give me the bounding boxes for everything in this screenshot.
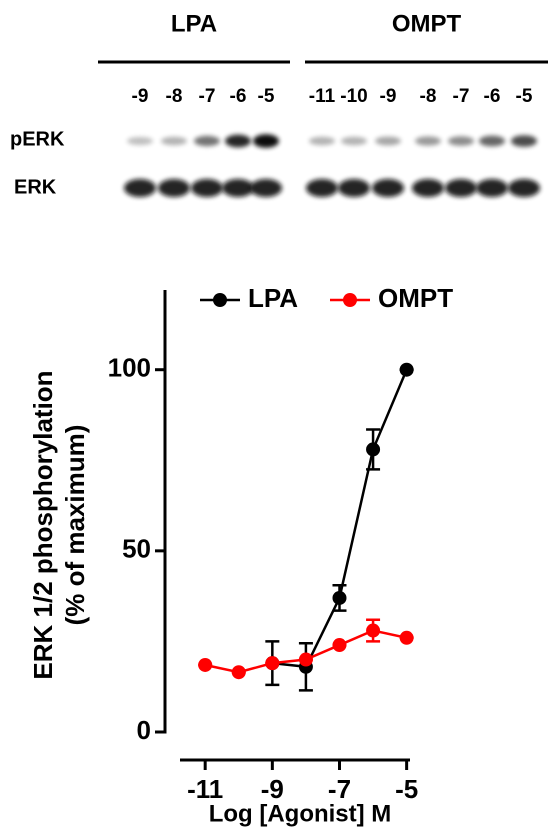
- y-axis-label: ERK 1/2 phosphorylation: [28, 370, 58, 679]
- ERK-band: [191, 179, 223, 197]
- legend-label: LPA: [248, 283, 298, 313]
- x-tick-label: -9: [261, 774, 284, 804]
- data-point: [332, 638, 347, 653]
- data-point: [399, 362, 414, 377]
- lane-label: -9: [380, 86, 397, 107]
- data-point: [265, 656, 280, 671]
- pERK-band: [479, 135, 505, 147]
- data-point: [198, 657, 213, 672]
- data-point: [298, 652, 313, 667]
- ERK-band: [508, 179, 540, 197]
- lane-label: -9: [132, 86, 149, 107]
- pERK-band: [511, 135, 537, 147]
- legend-marker: [213, 293, 227, 307]
- lane-label: -6: [484, 86, 501, 107]
- x-tick-label: -7: [328, 774, 351, 804]
- y-tick-label: 100: [108, 353, 151, 383]
- blot-group-label: LPA: [171, 10, 217, 37]
- pERK-band: [341, 136, 367, 146]
- ERK-band: [338, 179, 370, 197]
- data-point: [332, 590, 347, 605]
- lane-label: -5: [258, 86, 275, 107]
- pERK-band: [375, 136, 401, 146]
- pERK-band: [448, 136, 474, 146]
- y-axis-label: (% of maximum): [60, 425, 90, 626]
- lane-label: -6: [230, 86, 247, 107]
- pERK-band: [161, 136, 187, 146]
- pERK-band: [225, 134, 251, 148]
- pERK-band: [127, 137, 153, 145]
- lane-label: -7: [453, 86, 470, 107]
- lane-label: -8: [166, 86, 183, 107]
- data-point: [231, 665, 246, 680]
- blot-row-label: pERK: [10, 128, 65, 150]
- ERK-band: [476, 179, 508, 197]
- x-tick-label: -5: [395, 774, 418, 804]
- pERK-band: [194, 135, 220, 147]
- blot: LPA -9 -8 -7 -6 -5 OMPT -11 -10 -9 -8 -7 -6 -5: [98, 10, 548, 197]
- ERK-band: [412, 179, 444, 197]
- blot-group-label: OMPT: [392, 10, 462, 37]
- lane-label: -10: [340, 86, 367, 107]
- series-line: [272, 369, 408, 669]
- lane-label: -7: [199, 86, 216, 107]
- lane-label: -5: [516, 86, 533, 107]
- lane-label: -8: [420, 86, 437, 107]
- y-tick-label: 50: [122, 534, 151, 564]
- ERK-band: [124, 179, 156, 197]
- pERK-band: [415, 136, 441, 146]
- legend-label: OMPT: [378, 283, 453, 313]
- x-axis-label: Log [Agonist] M: [209, 800, 392, 827]
- pERK-band: [253, 134, 279, 148]
- ERK-band: [158, 179, 190, 197]
- legend-marker: [343, 293, 357, 307]
- ERK-band: [306, 179, 338, 197]
- ERK-band: [250, 179, 282, 197]
- lane-label: -11: [309, 86, 336, 107]
- ERK-band: [222, 179, 254, 197]
- y-tick-label: 0: [137, 715, 151, 745]
- ERK-band: [445, 179, 477, 197]
- blot-row-label: ERK: [14, 176, 57, 198]
- x-tick-label: -11: [187, 774, 223, 804]
- data-point: [366, 623, 381, 638]
- pERK-band: [309, 136, 335, 146]
- ERK-band: [372, 179, 404, 197]
- data-point: [399, 630, 414, 645]
- data-point: [366, 442, 381, 457]
